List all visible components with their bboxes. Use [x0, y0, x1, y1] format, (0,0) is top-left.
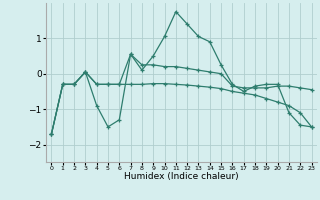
- X-axis label: Humidex (Indice chaleur): Humidex (Indice chaleur): [124, 172, 239, 181]
